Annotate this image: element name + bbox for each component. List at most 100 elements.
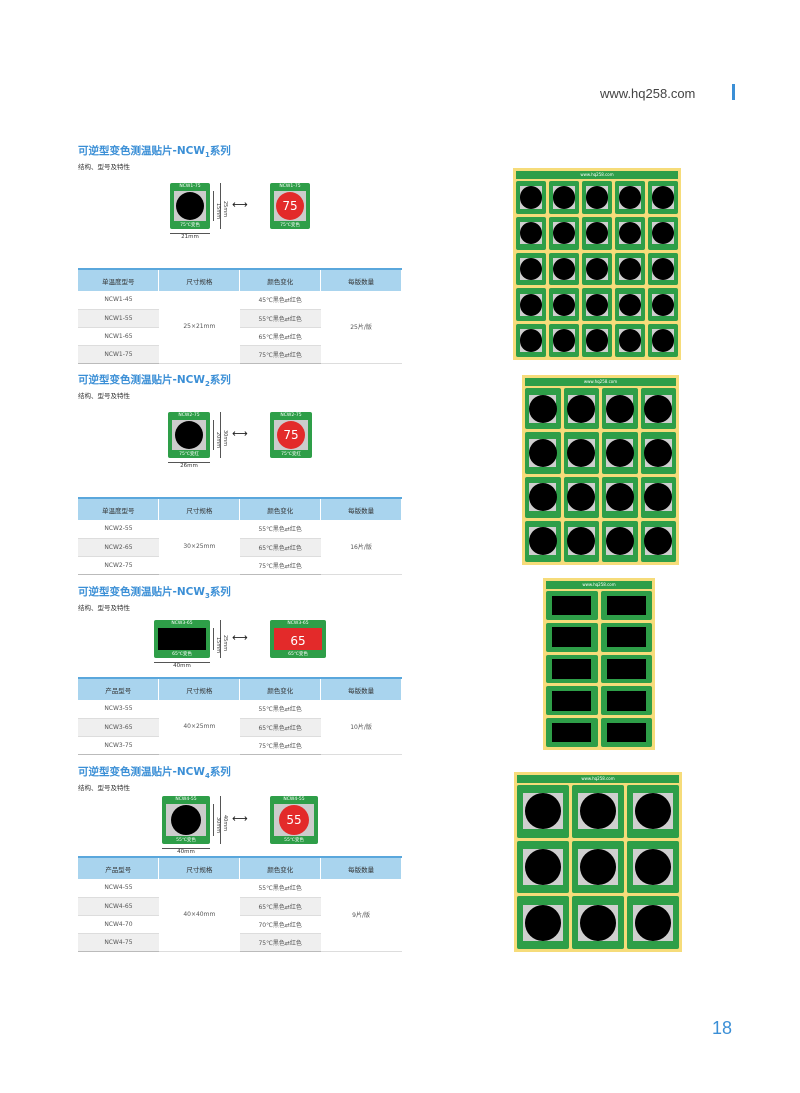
model-cell: NCW3-65 bbox=[78, 718, 159, 737]
reversible-arrow-icon: ⟷ bbox=[232, 198, 248, 211]
sticker-window bbox=[567, 394, 596, 423]
black-indicator bbox=[618, 186, 642, 209]
sticker-window bbox=[651, 186, 675, 209]
accent-bar bbox=[732, 84, 735, 100]
sticker-label-bottom: 75℃变红 bbox=[179, 452, 199, 457]
sticker-label-bottom: 75℃变色 bbox=[280, 223, 300, 228]
black-indicator bbox=[519, 186, 543, 209]
black-indicator bbox=[606, 595, 646, 616]
sticker-label-top: NCW4-55 bbox=[283, 797, 305, 802]
sticker-window bbox=[633, 793, 673, 830]
black-indicator bbox=[525, 793, 561, 830]
inner-dimension: 15mm bbox=[213, 628, 221, 653]
section-title-text: 可逆型变色测温贴片-NCW bbox=[78, 145, 205, 157]
table-row: NCW3-65 65℃黑色⇄红色 bbox=[78, 718, 402, 737]
product-section: 可逆型变色测温贴片-NCW1系列 结构、型号及特性 NCW1-75 75℃变色 NCW1… bbox=[78, 143, 402, 364]
table-header-row: 产品型号 尺寸规格 颜色变化 每版数量 bbox=[78, 856, 402, 879]
black-indicator bbox=[552, 659, 592, 679]
sheet-sticker bbox=[572, 785, 624, 838]
sheet-sticker bbox=[648, 288, 678, 322]
height-label: 40mm bbox=[222, 815, 228, 832]
table-row: NCW4-65 65℃黑色⇄红色 bbox=[78, 897, 402, 916]
black-indicator bbox=[618, 222, 642, 245]
sticker-window bbox=[651, 329, 675, 352]
sticker-window bbox=[523, 793, 563, 830]
sticker-black-state: NCW4-55 55℃变色 bbox=[162, 796, 210, 844]
model-cell: NCW4-65 bbox=[78, 897, 159, 916]
black-indicator bbox=[525, 904, 561, 941]
black-indicator bbox=[606, 722, 646, 743]
section-title-sub: 3 bbox=[204, 592, 210, 601]
sticker-diagram: NCW4-55 55℃变色 NCW4-55 55 55℃变色 40mm 30mm 40mm ⟷ bbox=[78, 796, 402, 856]
table-row: NCW1-65 65℃黑色⇄红色 bbox=[78, 327, 402, 346]
sheet-sticker bbox=[615, 181, 645, 214]
black-indicator bbox=[605, 394, 634, 423]
inner-dimension: 30mm bbox=[213, 804, 221, 836]
black-indicator bbox=[606, 627, 646, 647]
sticker-window bbox=[174, 191, 206, 221]
red-indicator: 75 bbox=[277, 421, 305, 449]
sticker-window bbox=[651, 293, 675, 316]
model-cell: NCW1-45 bbox=[78, 291, 159, 310]
sticker-label-top: NCW1-75 bbox=[279, 184, 301, 189]
sheet-sticker bbox=[600, 686, 652, 716]
black-indicator bbox=[528, 527, 557, 556]
sticker-window bbox=[618, 329, 642, 352]
sheet-sticker bbox=[525, 432, 561, 474]
product-section: 可逆型变色测温贴片-NCW2系列 结构、型号及特性 NCW2-75 75℃变红 NCW2… bbox=[78, 372, 402, 575]
sticker-black-state: NCW3-65 65℃变色 bbox=[154, 620, 210, 658]
sheet-sticker bbox=[517, 840, 569, 894]
color-change-cell: 75℃黑色⇄红色 bbox=[239, 556, 321, 575]
sheet-sticker bbox=[563, 476, 599, 518]
height-dimension: 30mm bbox=[220, 412, 228, 458]
sheet-sticker bbox=[563, 388, 599, 430]
sticker-window bbox=[644, 438, 673, 467]
sticker-window bbox=[528, 394, 557, 423]
section-title-sub: 2 bbox=[204, 380, 210, 389]
sticker-red-state: NCW4-55 55 55℃变色 bbox=[270, 796, 318, 844]
sticker-window bbox=[552, 659, 592, 679]
sheet-sticker bbox=[517, 785, 569, 838]
black-indicator bbox=[618, 329, 642, 352]
sheet-header: www.hq258.com bbox=[517, 775, 679, 783]
black-indicator bbox=[651, 329, 675, 352]
black-indicator bbox=[585, 257, 609, 281]
sheet-sticker bbox=[572, 896, 624, 949]
sticker-label-bottom: 55℃变色 bbox=[176, 838, 196, 843]
model-cell: NCW1-65 bbox=[78, 327, 159, 346]
sticker-window bbox=[523, 904, 563, 941]
section-title-suffix: 系列 bbox=[209, 374, 231, 386]
sticker-label-top: NCW3-65 bbox=[171, 621, 193, 626]
sheet-sticker bbox=[627, 785, 679, 838]
color-change-cell: 55℃黑色⇄红色 bbox=[239, 309, 321, 328]
sticker-label-bottom: 65℃变色 bbox=[172, 652, 192, 657]
sticker-window bbox=[633, 904, 673, 941]
sticker-window bbox=[567, 438, 596, 467]
color-change-cell: 75℃黑色⇄红色 bbox=[239, 345, 321, 364]
sheet-sticker bbox=[549, 181, 579, 214]
black-indicator bbox=[552, 329, 576, 352]
column-header: 颜色变化 bbox=[239, 268, 322, 291]
sticker-grid bbox=[546, 591, 652, 747]
color-change-cell: 70℃黑色⇄红色 bbox=[239, 915, 321, 934]
column-header: 每版数量 bbox=[320, 497, 402, 520]
table-header-row: 产品型号 尺寸规格 颜色变化 每版数量 bbox=[78, 677, 402, 700]
black-indicator bbox=[606, 659, 646, 679]
sheet-sticker bbox=[516, 216, 546, 250]
sheet-sticker bbox=[640, 388, 676, 430]
table-row: NCW4-70 70℃黑色⇄红色 bbox=[78, 915, 402, 934]
black-indicator bbox=[528, 438, 557, 467]
sticker-window: 65 bbox=[274, 628, 322, 650]
color-change-cell: 75℃黑色⇄红色 bbox=[239, 736, 321, 755]
temperature-value: 65 bbox=[290, 634, 306, 648]
column-header: 尺寸规格 bbox=[158, 268, 241, 291]
model-cell: NCW3-75 bbox=[78, 736, 159, 755]
sticker-label-bottom: 75℃变红 bbox=[281, 452, 301, 457]
sheet-sticker bbox=[600, 622, 652, 652]
website-url: www.hq258.com bbox=[600, 86, 696, 101]
section-subtitle: 结构、型号及特性 bbox=[78, 392, 130, 401]
sticker-window bbox=[651, 257, 675, 281]
spec-table: 产品型号 尺寸规格 颜色变化 每版数量 NCW4-55 40×40mm 55℃黑色⇄红色 9片… bbox=[78, 856, 402, 952]
sheet-sticker bbox=[516, 181, 546, 214]
black-indicator bbox=[644, 483, 673, 512]
